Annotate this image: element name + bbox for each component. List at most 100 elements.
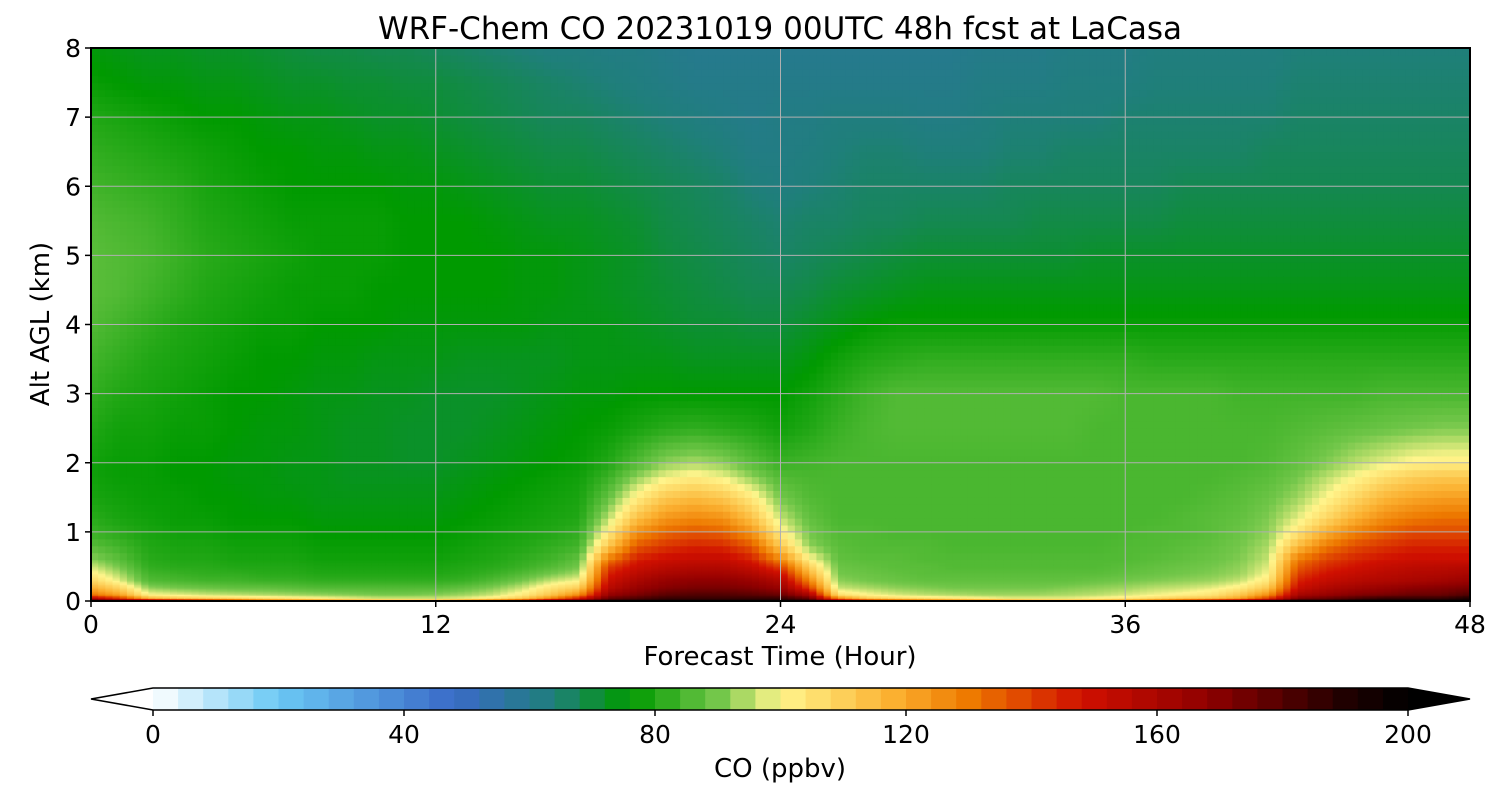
heatmap-cell bbox=[213, 580, 221, 583]
heatmap-cell bbox=[565, 581, 573, 584]
heatmap-cell bbox=[270, 589, 279, 592]
heatmap-cell bbox=[363, 589, 372, 592]
heatmap-cell bbox=[1197, 587, 1205, 590]
heatmap-cell bbox=[1362, 569, 1371, 572]
heatmap-cell bbox=[701, 566, 710, 569]
heatmap-cell bbox=[1067, 581, 1076, 584]
heatmap-cell bbox=[1175, 574, 1184, 577]
heatmap-cell bbox=[227, 598, 236, 601]
heatmap-cell bbox=[608, 580, 616, 583]
heatmap-cell bbox=[672, 581, 681, 584]
heatmap-cell bbox=[134, 567, 142, 570]
heatmap-cell bbox=[1276, 588, 1284, 591]
heatmap-cell bbox=[1175, 580, 1184, 583]
heatmap-cell bbox=[263, 580, 272, 583]
heatmap-cell bbox=[342, 594, 351, 597]
heatmap-cell bbox=[658, 577, 667, 580]
heatmap-cell bbox=[1326, 585, 1335, 588]
heatmap-cell bbox=[349, 567, 358, 570]
heatmap-cell bbox=[1161, 576, 1169, 579]
heatmap-cell bbox=[600, 598, 609, 601]
heatmap-cell bbox=[931, 565, 940, 568]
heatmap-cell bbox=[299, 576, 308, 579]
heatmap-cell bbox=[1333, 565, 1342, 568]
heatmap-cell bbox=[1017, 591, 1026, 594]
heatmap-cell bbox=[665, 592, 674, 595]
heatmap-cell bbox=[184, 589, 193, 592]
heatmap-cell bbox=[385, 589, 394, 592]
heatmap-cell bbox=[1247, 576, 1256, 579]
heatmap-cell bbox=[845, 598, 853, 601]
heatmap-cell bbox=[126, 574, 135, 577]
heatmap-cell bbox=[378, 571, 387, 574]
heatmap-cell bbox=[1276, 583, 1284, 586]
heatmap-cell bbox=[399, 596, 408, 599]
heatmap-cell bbox=[873, 598, 882, 601]
heatmap-cell bbox=[1319, 580, 1327, 583]
heatmap-cell bbox=[536, 585, 545, 588]
heatmap-cell bbox=[794, 596, 803, 599]
heatmap-cell bbox=[1139, 565, 1148, 568]
heatmap-cell bbox=[249, 598, 257, 601]
heatmap-cell bbox=[1060, 565, 1069, 568]
heatmap-cell bbox=[1017, 566, 1026, 569]
heatmap-cell bbox=[1125, 598, 1134, 601]
heatmap-cell bbox=[924, 589, 932, 592]
heatmap-cell bbox=[328, 591, 336, 594]
heatmap-cell bbox=[916, 570, 925, 573]
heatmap-cell bbox=[773, 584, 782, 587]
heatmap-cell bbox=[608, 569, 616, 572]
heatmap-cell bbox=[284, 594, 293, 597]
heatmap-cell bbox=[270, 591, 279, 594]
heatmap-cell bbox=[1276, 584, 1284, 587]
heatmap-cell bbox=[708, 589, 717, 592]
heatmap-cell bbox=[679, 583, 688, 586]
heatmap-cell bbox=[335, 569, 343, 572]
heatmap-cell bbox=[256, 570, 264, 573]
heatmap-cell bbox=[1067, 598, 1076, 601]
heatmap-cell bbox=[916, 569, 925, 572]
heatmap-cell bbox=[1319, 578, 1327, 581]
heatmap-cell bbox=[335, 573, 343, 576]
heatmap-cell bbox=[881, 581, 889, 584]
heatmap-cell bbox=[1261, 591, 1270, 594]
heatmap-cell bbox=[1024, 577, 1033, 580]
heatmap-cell bbox=[809, 595, 818, 598]
heatmap-cell bbox=[873, 591, 882, 594]
heatmap-cell bbox=[974, 587, 983, 590]
heatmap-cell bbox=[909, 580, 918, 583]
heatmap-cell bbox=[162, 577, 171, 580]
heatmap-cell bbox=[644, 570, 652, 573]
heatmap-cell bbox=[809, 577, 818, 580]
heatmap-cell bbox=[1067, 592, 1076, 595]
heatmap-cell bbox=[758, 577, 767, 580]
heatmap-cell bbox=[263, 567, 272, 570]
heatmap-cell bbox=[945, 566, 954, 569]
heatmap-cell bbox=[1254, 573, 1263, 576]
heatmap-cell bbox=[342, 570, 351, 573]
heatmap-cell bbox=[751, 580, 760, 583]
heatmap-cell bbox=[1261, 567, 1270, 570]
heatmap-cell bbox=[1017, 587, 1026, 590]
heatmap-cell bbox=[91, 595, 99, 598]
heatmap-cell bbox=[98, 588, 106, 591]
heatmap-cell bbox=[1168, 587, 1177, 590]
heatmap-cell bbox=[1010, 585, 1019, 588]
heatmap-cell bbox=[845, 589, 853, 592]
heatmap-cell bbox=[421, 595, 430, 598]
heatmap-cell bbox=[974, 576, 983, 579]
heatmap-cell bbox=[1132, 587, 1141, 590]
heatmap-cell bbox=[629, 580, 638, 583]
heatmap-cell bbox=[636, 574, 645, 577]
heatmap-cell bbox=[909, 566, 918, 569]
heatmap-cell bbox=[1074, 565, 1083, 568]
heatmap-cell bbox=[687, 589, 695, 592]
heatmap-cell bbox=[974, 580, 983, 583]
heatmap-cell bbox=[270, 574, 279, 577]
heatmap-cell bbox=[794, 580, 803, 583]
heatmap-cell bbox=[1089, 589, 1098, 592]
heatmap-cell bbox=[1398, 576, 1406, 579]
heatmap-cell bbox=[873, 574, 882, 577]
heatmap-cell bbox=[478, 581, 487, 584]
heatmap-cell bbox=[579, 594, 588, 597]
